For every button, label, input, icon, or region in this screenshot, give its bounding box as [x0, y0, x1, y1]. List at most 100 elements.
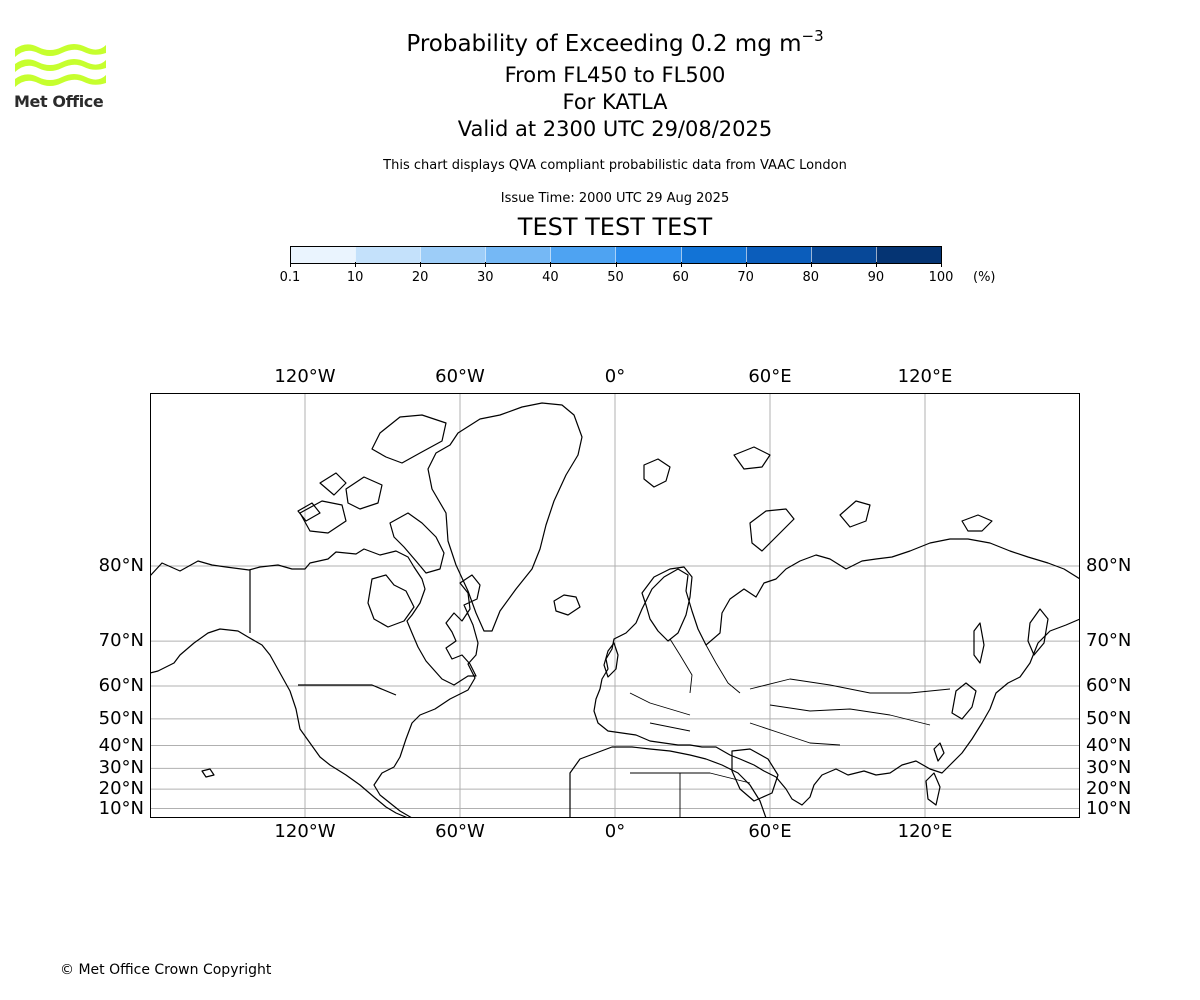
- colorbar-segment: [355, 247, 421, 263]
- latitude-label: 50°N: [1086, 707, 1132, 729]
- latitude-label: 80°N: [1086, 554, 1132, 576]
- greenland-coastline: [427, 402, 583, 632]
- africa-coastline: [569, 746, 767, 818]
- latitude-label: 80°N: [98, 554, 144, 576]
- longitude-label: 60°W: [435, 821, 485, 842]
- arctic-island-coastline: [297, 502, 321, 522]
- latitude-label: 30°N: [98, 757, 144, 779]
- chart-description: This chart displays QVA compliant probab…: [383, 158, 847, 173]
- volcano-name: For KATLA: [562, 90, 668, 114]
- colorbar-tick-label: 100: [928, 270, 954, 285]
- franz-josef-land-coastline: [733, 446, 771, 470]
- longitude-label: 120°W: [274, 821, 336, 842]
- latitude-label: 20°N: [1086, 778, 1132, 800]
- latitude-label: 30°N: [1086, 757, 1132, 779]
- ellesmere-island-coastline: [371, 414, 447, 464]
- latitude-label: 10°N: [1086, 797, 1132, 819]
- colorbar-tick-mark: [810, 262, 812, 267]
- severnaya-zemlya-coastline: [839, 500, 871, 528]
- new-siberian-islands-coastline: [961, 514, 993, 532]
- colorbar-tick-label: 0.1: [279, 270, 301, 285]
- graticule: [150, 393, 1080, 818]
- longitude-label: 120°W: [274, 366, 336, 387]
- coastlines: [150, 402, 1080, 818]
- colorbar-tick-label: 30: [477, 270, 494, 285]
- eurasia-coastline: [593, 538, 1080, 806]
- arctic-island-coastline: [319, 472, 347, 496]
- colorbar-tick-mark: [875, 262, 877, 267]
- colorbar-segment: [745, 247, 811, 263]
- longitude-label: 60°E: [748, 821, 792, 842]
- latitude-label: 40°N: [1086, 734, 1132, 756]
- iceland-coastline: [553, 594, 581, 616]
- arctic-island-coastline: [345, 476, 383, 510]
- valid-time: Valid at 2300 UTC 29/08/2025: [457, 117, 773, 141]
- sakhalin-coastline: [973, 622, 985, 664]
- latitude-label: 70°N: [98, 630, 144, 652]
- colorbar-segment: [680, 247, 746, 263]
- latitude-label: 20°N: [98, 778, 144, 800]
- issue-time: Issue Time: 2000 UTC 29 Aug 2025: [500, 191, 730, 206]
- latitude-label: 70°N: [1086, 630, 1132, 652]
- arctic-island-coastline: [299, 500, 347, 534]
- colorbar-tick-mark: [355, 262, 357, 267]
- longitude-label: 120°E: [897, 366, 953, 387]
- latitude-label: 10°N: [98, 797, 144, 819]
- chart-title: Probability of Exceeding 0.2 mg m−3: [0, 27, 1200, 57]
- colorbar-segment: [291, 247, 356, 263]
- scandinavia-coastline: [641, 566, 693, 642]
- longitude-label: 60°E: [748, 366, 792, 387]
- arabia-coastline: [731, 748, 779, 802]
- colorbar-segment: [615, 247, 681, 263]
- met-office-logo-text: Met Office: [14, 92, 104, 111]
- longitude-label: 0°: [604, 366, 626, 387]
- colorbar-tick-mark: [485, 262, 487, 267]
- baffin-island-coastline: [389, 512, 445, 574]
- colorbar-segment: [875, 247, 941, 263]
- colorbar-tick-mark: [550, 262, 552, 267]
- hawaii-coastline: [201, 768, 215, 778]
- colorbar-tick-label: 10: [346, 270, 364, 285]
- kamchatka-coastline: [1027, 608, 1049, 656]
- colorbar-tick-label: 40: [542, 270, 559, 285]
- latitude-label: 60°N: [98, 675, 144, 697]
- map-panel: [150, 393, 1080, 818]
- taiwan-coastline: [933, 742, 945, 762]
- colorbar-tick-mark: [420, 262, 422, 267]
- colorbar-tick-label: 70: [737, 270, 754, 285]
- longitude-label: 120°E: [897, 821, 953, 842]
- colorbar-tick-label: 90: [867, 270, 885, 285]
- colorbar-tick-mark: [680, 262, 682, 267]
- canada-us-border: [249, 570, 397, 696]
- latitude-label: 50°N: [98, 707, 144, 729]
- colorbar-tick-label: 50: [607, 270, 624, 285]
- colorbar-tick-label: 20: [411, 270, 429, 285]
- colorbar-tick-mark: [745, 262, 747, 267]
- colorbar-segment: [550, 247, 616, 263]
- met-office-logo: [15, 44, 106, 87]
- colorbar-segment: [810, 247, 876, 263]
- philippines-coastline: [925, 772, 941, 806]
- japan-coastline: [951, 682, 977, 720]
- colorbar-segment: [420, 247, 486, 263]
- copyright-notice: © Met Office Crown Copyright: [60, 962, 272, 978]
- longitude-label: 60°W: [435, 366, 485, 387]
- colorbar-segment: [485, 247, 551, 263]
- colorbar-tick-mark: [941, 262, 942, 267]
- chart-title-exponent: −3: [801, 27, 824, 45]
- novaya-zemlya-coastline: [749, 508, 795, 552]
- flight-level-range: From FL450 to FL500: [504, 63, 726, 87]
- svalbard-coastline: [643, 458, 671, 488]
- colorbar-tick-mark: [290, 262, 291, 267]
- latitude-label: 60°N: [1086, 675, 1132, 697]
- british-isles-coastline: [603, 642, 619, 678]
- latitude-label: 40°N: [98, 734, 144, 756]
- chart-title-text: Probability of Exceeding 0.2 mg m: [406, 31, 802, 57]
- north-america-coastline: [150, 548, 481, 818]
- colorbar-unit: (%): [973, 270, 996, 285]
- hudson-bay-coastline: [367, 574, 415, 628]
- colorbar-tick-label: 80: [802, 270, 820, 285]
- colorbar-tick-mark: [615, 262, 617, 267]
- colorbar-tick-label: 60: [672, 270, 689, 285]
- country-borders: [629, 638, 951, 818]
